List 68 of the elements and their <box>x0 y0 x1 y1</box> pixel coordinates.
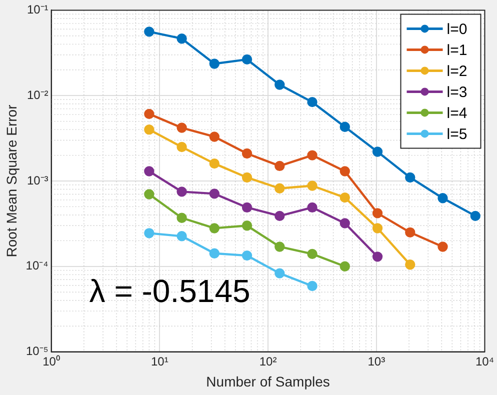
point <box>372 223 383 234</box>
x-tick-label: 10¹ <box>150 354 168 368</box>
point <box>372 208 383 218</box>
point <box>144 228 154 238</box>
point <box>209 188 220 199</box>
legend-label: l=1 <box>446 42 468 59</box>
point <box>307 150 318 160</box>
point <box>242 54 252 65</box>
point <box>340 122 350 132</box>
point <box>372 146 383 157</box>
legend-label: l=4 <box>446 104 468 122</box>
point <box>176 142 187 152</box>
x-tick-label: 10⁴ <box>475 354 494 368</box>
point <box>209 58 220 69</box>
point <box>176 34 187 44</box>
annotation: λ = -0.5145 <box>89 272 250 309</box>
point <box>242 250 252 261</box>
point <box>144 108 154 120</box>
point <box>242 172 252 183</box>
point <box>438 242 448 252</box>
legend-label: l=2 <box>446 62 468 80</box>
y-axis-title: Root Mean Square Error <box>3 104 20 258</box>
y-tick-label: 10⁻² <box>26 88 48 102</box>
point <box>274 268 285 278</box>
point <box>209 132 220 142</box>
legend-label: l=0 <box>446 20 468 38</box>
point <box>209 223 220 234</box>
point <box>144 189 154 200</box>
point <box>307 96 318 108</box>
x-tick-label: 10² <box>259 354 277 368</box>
x-tick-label: 10³ <box>368 354 386 368</box>
point <box>405 172 416 183</box>
point <box>340 166 350 176</box>
point <box>340 261 350 272</box>
point <box>274 160 285 172</box>
point <box>307 180 318 191</box>
point <box>274 183 285 194</box>
point <box>242 202 252 213</box>
y-tick-label: 10⁻¹ <box>26 2 48 17</box>
point <box>242 220 252 231</box>
legend-label: l=5 <box>446 126 468 143</box>
point <box>176 186 187 197</box>
y-tick-label: 10⁻³ <box>26 173 48 188</box>
point <box>209 248 220 258</box>
point <box>176 122 187 133</box>
point <box>274 242 285 252</box>
point <box>176 231 187 242</box>
point <box>438 193 448 204</box>
point <box>307 202 318 213</box>
point <box>274 210 285 222</box>
point <box>242 148 252 159</box>
point <box>372 252 383 262</box>
point <box>274 80 285 90</box>
point <box>144 26 154 37</box>
point <box>470 210 480 222</box>
y-tick-label: 10⁻⁴ <box>26 258 48 273</box>
point <box>209 158 220 169</box>
x-axis-title: Number of Samples <box>206 373 330 390</box>
point <box>405 259 416 270</box>
point <box>340 192 350 203</box>
point <box>307 248 318 260</box>
point <box>144 124 154 135</box>
legend-label: l=3 <box>446 84 468 101</box>
point <box>340 218 350 228</box>
point <box>144 166 154 176</box>
point <box>176 212 187 223</box>
point <box>405 227 416 238</box>
point <box>307 280 318 292</box>
